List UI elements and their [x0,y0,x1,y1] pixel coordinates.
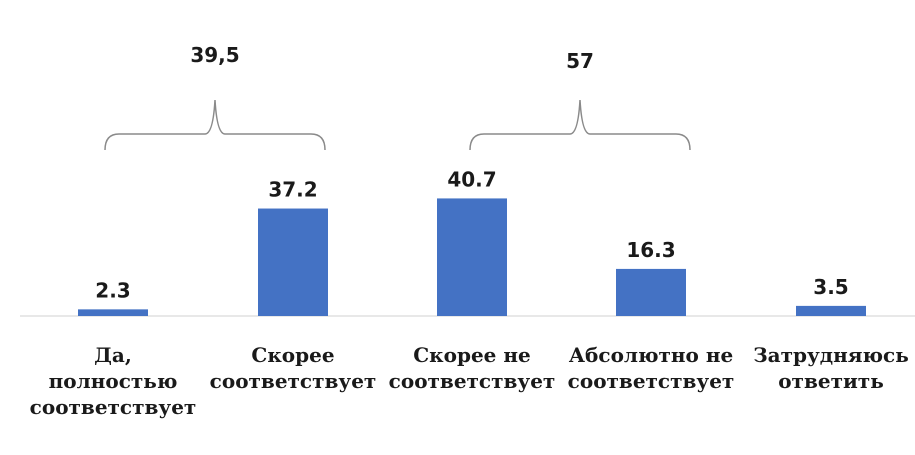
category-label-line: полностью [49,369,178,393]
bar [258,208,328,316]
group-total-label: 57 [566,49,594,73]
data-labels: 2.3 37.2 40.7 16.3 3.5 [95,167,848,302]
bar [616,268,686,316]
bar [78,309,148,316]
group-brackets: 39,5 57 [104,43,691,151]
category-label: Скорее не соответствует [389,343,556,393]
category-label: Скорее соответствует [210,343,377,393]
category-label-line: Скорее [251,343,334,367]
group-total-label: 39,5 [190,43,239,67]
category-label: Затрудняюсь ответить [753,343,909,393]
category-label-line: соответствует [30,395,197,419]
data-label: 37.2 [268,178,317,202]
category-label-line: соответствует [568,369,735,393]
bar [796,305,866,316]
category-label-line: соответствует [389,369,556,393]
group-bracket [104,99,326,151]
category-label-line: Затрудняюсь [753,343,909,367]
category-label: Абсолютно не соответствует [568,343,735,393]
data-label: 2.3 [95,278,130,302]
data-label: 3.5 [813,275,848,299]
group-bracket [469,99,691,151]
category-label: Да, полностью соответствует [30,343,197,419]
category-label-line: Абсолютно не [569,343,733,367]
category-label-line: Да, [94,343,132,367]
bar [437,198,507,316]
category-label-line: соответствует [210,369,377,393]
data-label: 16.3 [626,238,675,262]
bars [78,198,866,316]
data-label: 40.7 [447,167,496,191]
category-label-line: Скорее не [413,343,530,367]
category-label-line: ответить [778,369,884,393]
